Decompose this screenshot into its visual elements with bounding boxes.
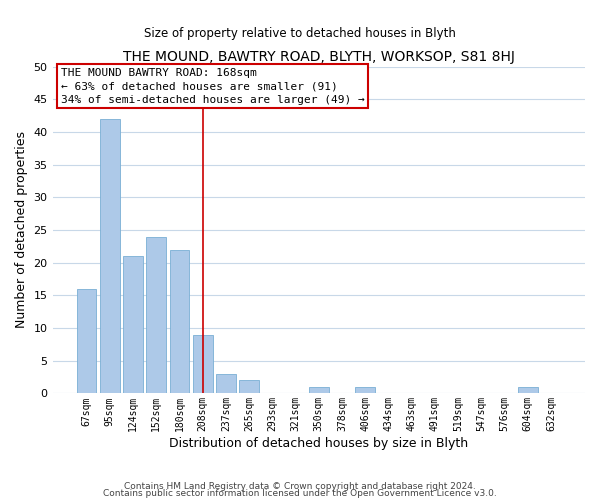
Bar xyxy=(216,374,236,394)
Text: THE MOUND BAWTRY ROAD: 168sqm
← 63% of detached houses are smaller (91)
34% of s: THE MOUND BAWTRY ROAD: 168sqm ← 63% of d… xyxy=(61,68,364,104)
Text: Size of property relative to detached houses in Blyth: Size of property relative to detached ho… xyxy=(144,28,456,40)
Bar xyxy=(309,387,329,394)
Bar xyxy=(355,387,375,394)
Text: Contains HM Land Registry data © Crown copyright and database right 2024.: Contains HM Land Registry data © Crown c… xyxy=(124,482,476,491)
X-axis label: Distribution of detached houses by size in Blyth: Distribution of detached houses by size … xyxy=(169,437,469,450)
Title: THE MOUND, BAWTRY ROAD, BLYTH, WORKSOP, S81 8HJ: THE MOUND, BAWTRY ROAD, BLYTH, WORKSOP, … xyxy=(123,50,515,64)
Text: Contains public sector information licensed under the Open Government Licence v3: Contains public sector information licen… xyxy=(103,490,497,498)
Bar xyxy=(239,380,259,394)
Bar xyxy=(123,256,143,394)
Bar xyxy=(170,250,190,394)
Y-axis label: Number of detached properties: Number of detached properties xyxy=(15,132,28,328)
Bar xyxy=(193,334,212,394)
Bar xyxy=(100,119,119,394)
Bar xyxy=(146,236,166,394)
Bar xyxy=(77,289,97,394)
Bar xyxy=(518,387,538,394)
